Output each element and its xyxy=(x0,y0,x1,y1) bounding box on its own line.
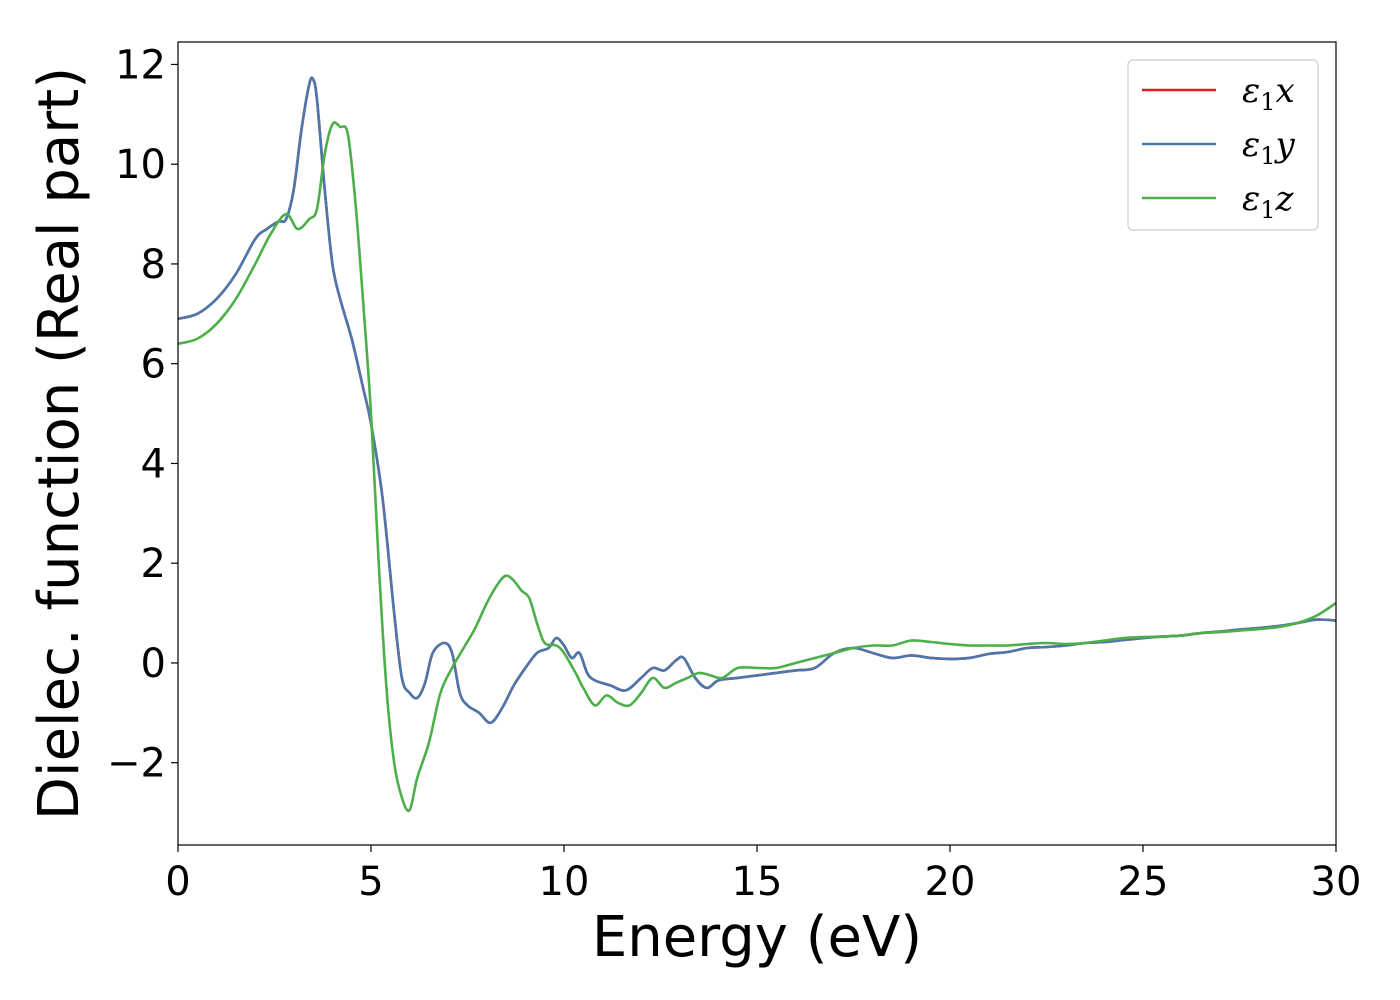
legend-box xyxy=(1127,59,1319,231)
x-tick-label: 30 xyxy=(1311,859,1362,905)
legend: ε1x ε1y ε1z xyxy=(1127,59,1319,231)
x-tick-label: 20 xyxy=(925,859,976,905)
y-tick-label: 0 xyxy=(141,641,166,687)
legend-label-z: ε1z xyxy=(1242,179,1295,224)
x-tick-label: 5 xyxy=(358,859,383,905)
x-axis-ticks: 0 5 10 15 20 25 30 xyxy=(165,845,1361,905)
y-tick-label: 8 xyxy=(141,242,166,288)
y-tick-label: −2 xyxy=(107,741,166,787)
x-tick-label: 0 xyxy=(165,859,190,905)
x-tick-label: 25 xyxy=(1118,859,1169,905)
series-line-z xyxy=(178,121,1336,813)
x-tick-label: 15 xyxy=(732,859,783,905)
y-tick-label: 6 xyxy=(141,342,166,388)
legend-label-x: ε1x xyxy=(1242,71,1295,116)
y-tick-label: 12 xyxy=(115,42,166,88)
y-tick-label: 10 xyxy=(115,142,166,188)
y-axis-title: Dielec. function (Real part) xyxy=(27,67,92,820)
y-tick-label: 2 xyxy=(141,541,166,587)
legend-label-y: ε1y xyxy=(1242,125,1296,170)
x-tick-label: 10 xyxy=(539,859,590,905)
series-line-y xyxy=(178,76,1336,725)
y-axis-ticks: −2 0 2 4 6 8 10 12 xyxy=(107,42,178,787)
y-tick-label: 4 xyxy=(141,441,166,487)
x-axis-title: Energy (eV) xyxy=(592,905,922,970)
plot-lines xyxy=(178,76,1336,813)
